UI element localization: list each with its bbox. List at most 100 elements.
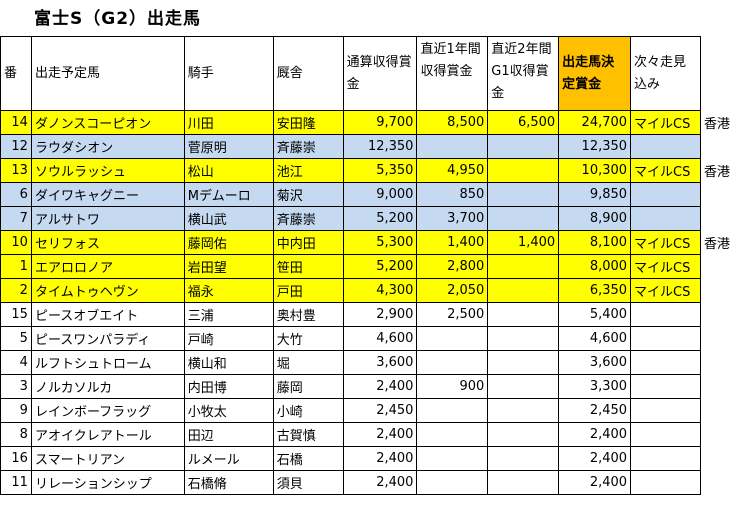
header-recent1[interactable]: 直近1年間収得賞金 bbox=[416, 36, 489, 111]
cell-jockey[interactable]: 横山武 bbox=[183, 206, 274, 231]
cell-next[interactable] bbox=[630, 374, 701, 399]
cell-recent2g1[interactable] bbox=[487, 422, 560, 447]
cell-total[interactable]: 2,450 bbox=[342, 398, 418, 423]
cell-next[interactable] bbox=[630, 182, 701, 207]
cell-stable[interactable]: 堀 bbox=[272, 350, 344, 375]
cell-horse[interactable]: アオイクレアトール bbox=[30, 422, 185, 447]
cell-horse[interactable]: アルサトワ bbox=[30, 206, 185, 231]
cell-decided[interactable]: 2,400 bbox=[558, 470, 632, 495]
cell-recent1[interactable] bbox=[416, 134, 489, 159]
cell-recent1[interactable]: 900 bbox=[416, 374, 489, 399]
cell-stable[interactable]: 須貝 bbox=[272, 470, 344, 495]
cell-no[interactable]: 2 bbox=[0, 278, 32, 303]
cell-recent1[interactable]: 8,500 bbox=[416, 110, 489, 135]
cell-decided[interactable]: 24,700 bbox=[558, 110, 632, 135]
cell-jockey[interactable]: ルメール bbox=[183, 446, 274, 471]
cell-recent2g1[interactable] bbox=[487, 182, 560, 207]
cell-stable[interactable]: 奥村豊 bbox=[272, 302, 344, 327]
cell-recent1[interactable] bbox=[416, 446, 489, 471]
cell-no[interactable]: 16 bbox=[0, 446, 32, 471]
cell-decided[interactable]: 8,100 bbox=[558, 230, 632, 255]
cell-no[interactable]: 9 bbox=[0, 398, 32, 423]
cell-decided[interactable]: 3,300 bbox=[558, 374, 632, 399]
cell-horse[interactable]: セリフォス bbox=[30, 230, 185, 255]
cell-recent1[interactable]: 4,950 bbox=[416, 158, 489, 183]
cell-horse[interactable]: タイムトゥヘヴン bbox=[30, 278, 185, 303]
cell-jockey[interactable]: 田辺 bbox=[183, 422, 274, 447]
cell-jockey[interactable]: 三浦 bbox=[183, 302, 274, 327]
cell-total[interactable]: 5,200 bbox=[342, 206, 418, 231]
cell-stable[interactable]: 戸田 bbox=[272, 278, 344, 303]
cell-next[interactable]: マイルCS bbox=[630, 230, 701, 255]
cell-stable[interactable]: 池江 bbox=[272, 158, 344, 183]
cell-no[interactable]: 6 bbox=[0, 182, 32, 207]
cell-horse[interactable]: レインボーフラッグ bbox=[30, 398, 185, 423]
cell-next[interactable] bbox=[630, 326, 701, 351]
cell-total[interactable]: 3,600 bbox=[342, 350, 418, 375]
cell-jockey[interactable]: Mデムーロ bbox=[183, 182, 274, 207]
cell-decided[interactable]: 2,400 bbox=[558, 422, 632, 447]
cell-decided[interactable]: 8,900 bbox=[558, 206, 632, 231]
cell-recent1[interactable] bbox=[416, 350, 489, 375]
cell-recent2g1[interactable]: 6,500 bbox=[487, 110, 560, 135]
cell-next[interactable] bbox=[630, 422, 701, 447]
cell-decided[interactable]: 2,450 bbox=[558, 398, 632, 423]
cell-stable[interactable]: 斉藤崇 bbox=[272, 134, 344, 159]
cell-stable[interactable]: 小崎 bbox=[272, 398, 344, 423]
cell-recent2g1[interactable] bbox=[487, 398, 560, 423]
cell-total[interactable]: 2,400 bbox=[342, 446, 418, 471]
cell-decided[interactable]: 5,400 bbox=[558, 302, 632, 327]
cell-decided[interactable]: 2,400 bbox=[558, 446, 632, 471]
cell-jockey[interactable]: 福永 bbox=[183, 278, 274, 303]
cell-jockey[interactable]: 小牧太 bbox=[183, 398, 274, 423]
cell-decided[interactable]: 3,600 bbox=[558, 350, 632, 375]
cell-recent1[interactable] bbox=[416, 422, 489, 447]
cell-horse[interactable]: ダイワキャグニー bbox=[30, 182, 185, 207]
cell-recent1[interactable]: 2,500 bbox=[416, 302, 489, 327]
cell-jockey[interactable]: 横山和 bbox=[183, 350, 274, 375]
cell-total[interactable]: 4,600 bbox=[342, 326, 418, 351]
header-total[interactable]: 通算収得賞金 bbox=[342, 36, 418, 111]
cell-horse[interactable]: ピースワンパラディ bbox=[30, 326, 185, 351]
cell-horse[interactable]: ノルカソルカ bbox=[30, 374, 185, 399]
cell-horse[interactable]: ソウルラッシュ bbox=[30, 158, 185, 183]
cell-recent1[interactable]: 2,800 bbox=[416, 254, 489, 279]
cell-recent2g1[interactable] bbox=[487, 254, 560, 279]
cell-no[interactable]: 10 bbox=[0, 230, 32, 255]
cell-horse[interactable]: ルフトシュトローム bbox=[30, 350, 185, 375]
cell-stable[interactable]: 菊沢 bbox=[272, 182, 344, 207]
cell-stable[interactable]: 安田隆 bbox=[272, 110, 344, 135]
cell-horse[interactable]: スマートリアン bbox=[30, 446, 185, 471]
cell-next[interactable] bbox=[630, 302, 701, 327]
cell-no[interactable]: 8 bbox=[0, 422, 32, 447]
cell-next[interactable] bbox=[630, 134, 701, 159]
cell-horse[interactable]: ラウダシオン bbox=[30, 134, 185, 159]
cell-recent2g1[interactable] bbox=[487, 446, 560, 471]
cell-jockey[interactable]: 藤岡佑 bbox=[183, 230, 274, 255]
cell-total[interactable]: 2,400 bbox=[342, 470, 418, 495]
cell-no[interactable]: 1 bbox=[0, 254, 32, 279]
cell-decided[interactable]: 6,350 bbox=[558, 278, 632, 303]
header-recent2g1[interactable]: 直近2年間G1収得賞金 bbox=[487, 36, 560, 111]
cell-jockey[interactable]: 川田 bbox=[183, 110, 274, 135]
cell-jockey[interactable]: 石橋脩 bbox=[183, 470, 274, 495]
cell-recent2g1[interactable] bbox=[487, 326, 560, 351]
cell-next[interactable] bbox=[630, 350, 701, 375]
cell-next[interactable]: マイルCS bbox=[630, 110, 701, 135]
cell-next[interactable]: マイルCS bbox=[630, 158, 701, 183]
cell-recent2g1[interactable] bbox=[487, 206, 560, 231]
header-stable[interactable]: 厩舎 bbox=[272, 36, 344, 111]
cell-horse[interactable]: ダノンスコーピオン bbox=[30, 110, 185, 135]
cell-recent2g1[interactable] bbox=[487, 278, 560, 303]
cell-recent2g1[interactable] bbox=[487, 470, 560, 495]
cell-recent2g1[interactable]: 1,400 bbox=[487, 230, 560, 255]
cell-horse[interactable]: ピースオブエイト bbox=[30, 302, 185, 327]
cell-recent2g1[interactable] bbox=[487, 350, 560, 375]
cell-jockey[interactable]: 岩田望 bbox=[183, 254, 274, 279]
cell-stable[interactable]: 笹田 bbox=[272, 254, 344, 279]
cell-stable[interactable]: 藤岡 bbox=[272, 374, 344, 399]
cell-no[interactable]: 15 bbox=[0, 302, 32, 327]
cell-recent1[interactable]: 3,700 bbox=[416, 206, 489, 231]
cell-stable[interactable]: 石橋 bbox=[272, 446, 344, 471]
cell-stable[interactable]: 古賀慎 bbox=[272, 422, 344, 447]
